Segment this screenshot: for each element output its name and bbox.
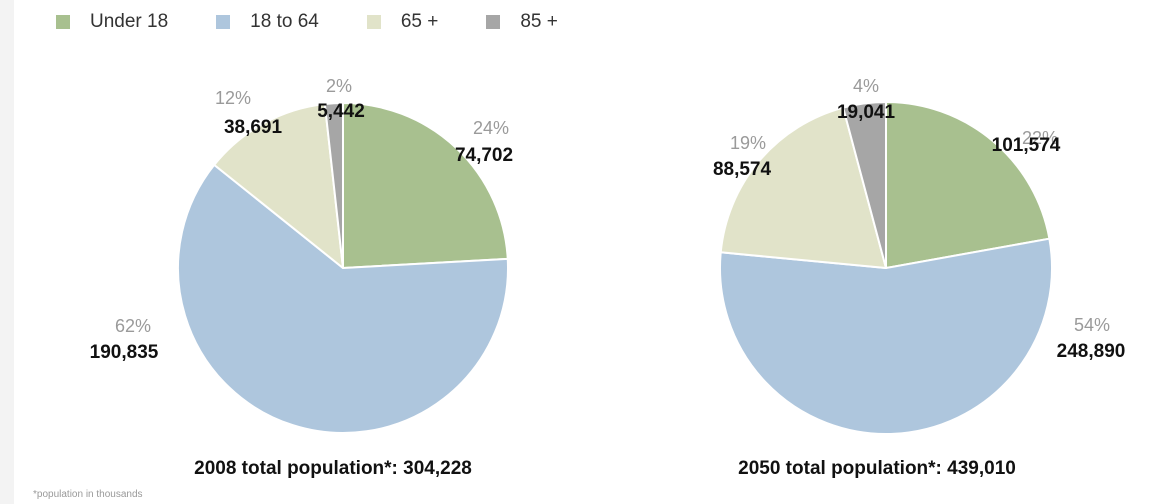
percent-label-under-18: 24% <box>473 118 509 138</box>
percent-label-65-plus: 19% <box>730 133 766 153</box>
footnote: *population in thousands <box>33 489 143 500</box>
percent-label-18-to-64: 62% <box>115 316 151 336</box>
legend-label-under-18: Under 18 <box>90 11 169 32</box>
pie-slice-65-plus <box>213 103 344 269</box>
chart-title-2008: 2008 total population*: 304,228 <box>194 458 472 479</box>
pie-slice-65-plus <box>719 106 887 269</box>
value-label-85-plus: 5,442 <box>317 101 365 122</box>
legend-swatch-85-plus <box>486 15 501 29</box>
value-label-85-plus: 19,041 <box>837 102 896 123</box>
legend-item-65-plus: 65 + <box>366 11 439 33</box>
value-label-65-plus: 88,574 <box>713 159 772 180</box>
pie-slice-85-plus <box>842 101 887 269</box>
legend-label-85-plus: 85 + <box>520 11 558 32</box>
legend-swatch-65-plus <box>366 15 381 29</box>
pie-slice-under-18 <box>885 101 1051 269</box>
legend: Under 18 18 to 64 65 + 85 + <box>56 9 606 35</box>
legend-item-under-18: Under 18 <box>56 11 168 33</box>
pie-chart-2008: 24% 74,702 62% 190,835 12% 38,691 2% 5,442 <box>90 76 513 434</box>
pie-slice-18-to-64 <box>177 163 509 434</box>
value-label-under-18: 74,702 <box>455 145 513 166</box>
pie-slice-under-18 <box>342 102 509 269</box>
pie-slice-85-plus <box>323 101 344 269</box>
percent-label-85-plus: 4% <box>853 76 879 96</box>
value-label-under-18: 101,574 <box>992 135 1061 156</box>
legend-swatch-under-18 <box>56 15 70 29</box>
legend-swatch-18-to-64 <box>216 15 231 29</box>
legend-item-18-to-64: 18 to 64 <box>216 11 319 33</box>
left-edge-strip <box>0 0 14 504</box>
pie-chart-2050: 22%101,574 54% 248,890 19% 88,574 4% 19,041 <box>713 76 1126 435</box>
legend-label-65-plus: 65 + <box>400 11 439 32</box>
legend-label-18-to-64: 18 to 64 <box>250 11 319 32</box>
value-label-18-to-64: 190,835 <box>90 342 159 363</box>
value-label-18-to-64: 248,890 <box>1057 341 1126 362</box>
value-label-65-plus: 38,691 <box>224 117 283 138</box>
chart-title-2050: 2050 total population*: 439,010 <box>738 458 1016 479</box>
percent-label-18-to-64: 54% <box>1074 315 1110 335</box>
legend-item-85-plus: 85 + <box>486 11 558 33</box>
percent-label-85-plus: 2% <box>326 76 352 96</box>
percent-label-65-plus: 12% <box>215 88 251 108</box>
percent-label-under-18: 22% <box>1022 128 1058 148</box>
pie-slice-18-to-64 <box>719 237 1053 435</box>
